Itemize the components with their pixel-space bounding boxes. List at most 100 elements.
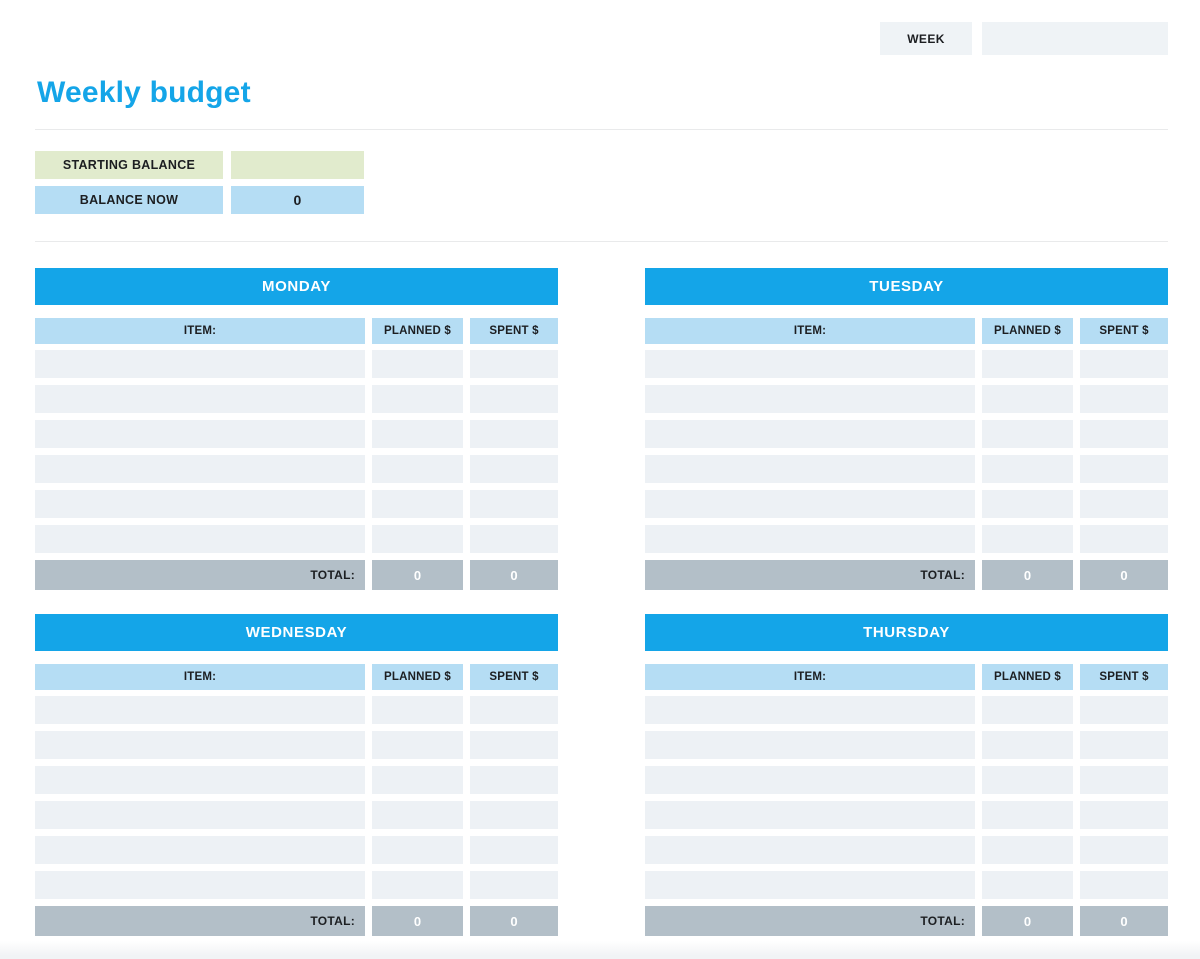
table-row: [645, 766, 1168, 794]
spent-cell[interactable]: [1080, 455, 1168, 483]
planned-cell[interactable]: [372, 350, 463, 378]
planned-cell[interactable]: [372, 696, 463, 724]
spent-cell[interactable]: [470, 696, 558, 724]
spent-cell[interactable]: [1080, 766, 1168, 794]
rows-container: [645, 696, 1168, 899]
column-headers: ITEM: PLANNED $ SPENT $: [35, 318, 558, 344]
spent-cell[interactable]: [1080, 490, 1168, 518]
next-section-fade: [0, 941, 1200, 959]
day-table-tuesday: TUESDAY ITEM: PLANNED $ SPENT $ TOTAL: 0…: [645, 268, 1168, 590]
planned-cell[interactable]: [372, 836, 463, 864]
spent-cell[interactable]: [1080, 525, 1168, 553]
spent-cell[interactable]: [1080, 731, 1168, 759]
item-cell[interactable]: [645, 731, 975, 759]
planned-cell[interactable]: [982, 696, 1073, 724]
spent-cell[interactable]: [470, 836, 558, 864]
planned-cell[interactable]: [372, 871, 463, 899]
planned-cell[interactable]: [982, 455, 1073, 483]
spent-cell[interactable]: [470, 420, 558, 448]
item-cell[interactable]: [35, 350, 365, 378]
item-cell[interactable]: [35, 766, 365, 794]
planned-cell[interactable]: [982, 385, 1073, 413]
total-row: TOTAL: 0 0: [645, 560, 1168, 590]
planned-cell[interactable]: [982, 420, 1073, 448]
table-row: [35, 350, 558, 378]
spent-cell[interactable]: [470, 490, 558, 518]
item-cell[interactable]: [35, 801, 365, 829]
spent-column-header: SPENT $: [470, 318, 558, 344]
item-cell[interactable]: [645, 871, 975, 899]
table-row: [645, 696, 1168, 724]
item-cell[interactable]: [645, 801, 975, 829]
planned-cell[interactable]: [982, 871, 1073, 899]
table-row: [645, 420, 1168, 448]
day-table-monday: MONDAY ITEM: PLANNED $ SPENT $ TOTAL: 0 …: [35, 268, 558, 590]
spent-cell[interactable]: [1080, 385, 1168, 413]
planned-cell[interactable]: [982, 731, 1073, 759]
item-cell[interactable]: [645, 420, 975, 448]
item-cell[interactable]: [35, 871, 365, 899]
item-cell[interactable]: [645, 455, 975, 483]
spent-cell[interactable]: [470, 350, 558, 378]
planned-cell[interactable]: [982, 490, 1073, 518]
spent-cell[interactable]: [1080, 871, 1168, 899]
item-cell[interactable]: [35, 731, 365, 759]
item-cell[interactable]: [645, 350, 975, 378]
total-label: TOTAL:: [35, 906, 365, 936]
starting-balance-input[interactable]: [231, 151, 364, 179]
table-row: [35, 731, 558, 759]
column-headers: ITEM: PLANNED $ SPENT $: [645, 664, 1168, 690]
item-cell[interactable]: [645, 766, 975, 794]
item-cell[interactable]: [35, 385, 365, 413]
planned-cell[interactable]: [372, 385, 463, 413]
day-header: THURSDAY: [645, 614, 1168, 651]
total-spent-value: 0: [1080, 906, 1168, 936]
table-row: [35, 420, 558, 448]
spent-cell[interactable]: [1080, 696, 1168, 724]
table-row: [35, 385, 558, 413]
planned-cell[interactable]: [372, 455, 463, 483]
table-row: [35, 455, 558, 483]
spent-cell[interactable]: [1080, 350, 1168, 378]
spent-cell[interactable]: [470, 455, 558, 483]
item-cell[interactable]: [35, 490, 365, 518]
item-cell[interactable]: [645, 385, 975, 413]
planned-cell[interactable]: [372, 801, 463, 829]
item-cell[interactable]: [645, 836, 975, 864]
planned-cell[interactable]: [372, 490, 463, 518]
day-table-wednesday: WEDNESDAY ITEM: PLANNED $ SPENT $ TOTAL:…: [35, 614, 558, 936]
planned-cell[interactable]: [982, 801, 1073, 829]
total-spent-value: 0: [1080, 560, 1168, 590]
planned-cell[interactable]: [982, 525, 1073, 553]
planned-cell[interactable]: [372, 420, 463, 448]
item-cell[interactable]: [35, 455, 365, 483]
planned-cell[interactable]: [982, 350, 1073, 378]
spent-cell[interactable]: [1080, 420, 1168, 448]
total-planned-value: 0: [372, 906, 463, 936]
spent-cell[interactable]: [470, 766, 558, 794]
item-cell[interactable]: [35, 836, 365, 864]
planned-cell[interactable]: [982, 766, 1073, 794]
item-cell[interactable]: [645, 490, 975, 518]
total-spent-value: 0: [470, 906, 558, 936]
item-cell[interactable]: [35, 696, 365, 724]
item-cell[interactable]: [645, 696, 975, 724]
item-cell[interactable]: [35, 420, 365, 448]
spent-column-header: SPENT $: [470, 664, 558, 690]
planned-cell[interactable]: [372, 525, 463, 553]
spent-column-header: SPENT $: [1080, 318, 1168, 344]
planned-cell[interactable]: [982, 836, 1073, 864]
week-value-input[interactable]: [982, 22, 1168, 55]
spent-cell[interactable]: [470, 871, 558, 899]
spent-cell[interactable]: [470, 801, 558, 829]
table-row: [35, 766, 558, 794]
spent-cell[interactable]: [1080, 836, 1168, 864]
spent-cell[interactable]: [470, 731, 558, 759]
item-cell[interactable]: [35, 525, 365, 553]
spent-cell[interactable]: [470, 385, 558, 413]
spent-cell[interactable]: [470, 525, 558, 553]
planned-cell[interactable]: [372, 766, 463, 794]
planned-cell[interactable]: [372, 731, 463, 759]
item-cell[interactable]: [645, 525, 975, 553]
spent-cell[interactable]: [1080, 801, 1168, 829]
